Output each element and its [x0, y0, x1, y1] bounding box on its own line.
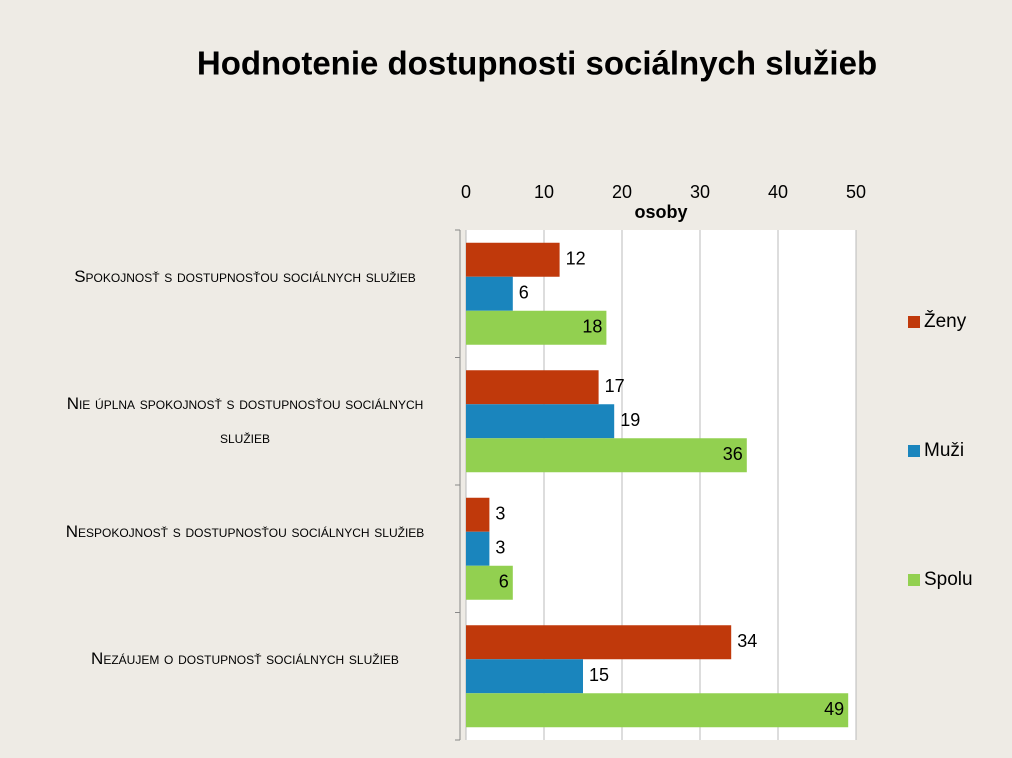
x-tick-label: 0: [461, 182, 471, 202]
legend-label: Ženy: [924, 310, 967, 332]
data-label: 15: [589, 665, 609, 685]
legend-swatch: [908, 316, 920, 328]
bar: [466, 404, 615, 439]
bar: [466, 370, 599, 405]
x-axis-title: osoby: [634, 202, 687, 222]
y-tick-label: Nespokojnosť s dostupnosťou sociálnych s…: [65, 521, 425, 541]
data-label: 3: [495, 538, 505, 558]
bar: [466, 659, 583, 694]
data-label: 17: [605, 376, 625, 396]
x-tick-label: 10: [534, 182, 554, 202]
y-tick-label: Spokojnosť s dostupnosťou sociálnych slu…: [74, 266, 416, 286]
data-label: 19: [620, 410, 640, 430]
bar: [466, 565, 513, 600]
bar: [466, 242, 560, 277]
x-tick-label: 50: [846, 182, 866, 202]
data-label: 49: [824, 699, 844, 719]
y-tick-label: Nezáujem o dostupnosť sociálnych služieb: [91, 649, 399, 669]
bar: [466, 693, 849, 728]
data-label: 6: [519, 283, 529, 303]
bar: [466, 497, 490, 532]
legend-swatch: [908, 445, 920, 457]
data-label: 3: [495, 504, 505, 524]
legend-label: Spolu: [924, 569, 973, 590]
data-label: 36: [723, 444, 743, 464]
chart-title: Hodnotenie dostupnosti sociálnych služie…: [197, 45, 877, 82]
data-label: 12: [566, 249, 586, 269]
x-tick-label: 40: [768, 182, 788, 202]
bar: [466, 438, 747, 473]
x-tick-label: 30: [690, 182, 710, 202]
data-label: 34: [737, 631, 757, 651]
x-tick-label: 20: [612, 182, 632, 202]
data-label: 18: [582, 317, 602, 337]
y-tick-label: Nie úplna spokojnosť s dostupnosťou soci…: [66, 394, 424, 448]
data-label: 6: [499, 572, 509, 592]
bar: [466, 310, 607, 345]
bar: [466, 276, 513, 311]
bar: [466, 531, 490, 566]
bar: [466, 625, 732, 660]
legend-swatch: [908, 574, 920, 586]
legend-label: Muži: [924, 440, 964, 461]
